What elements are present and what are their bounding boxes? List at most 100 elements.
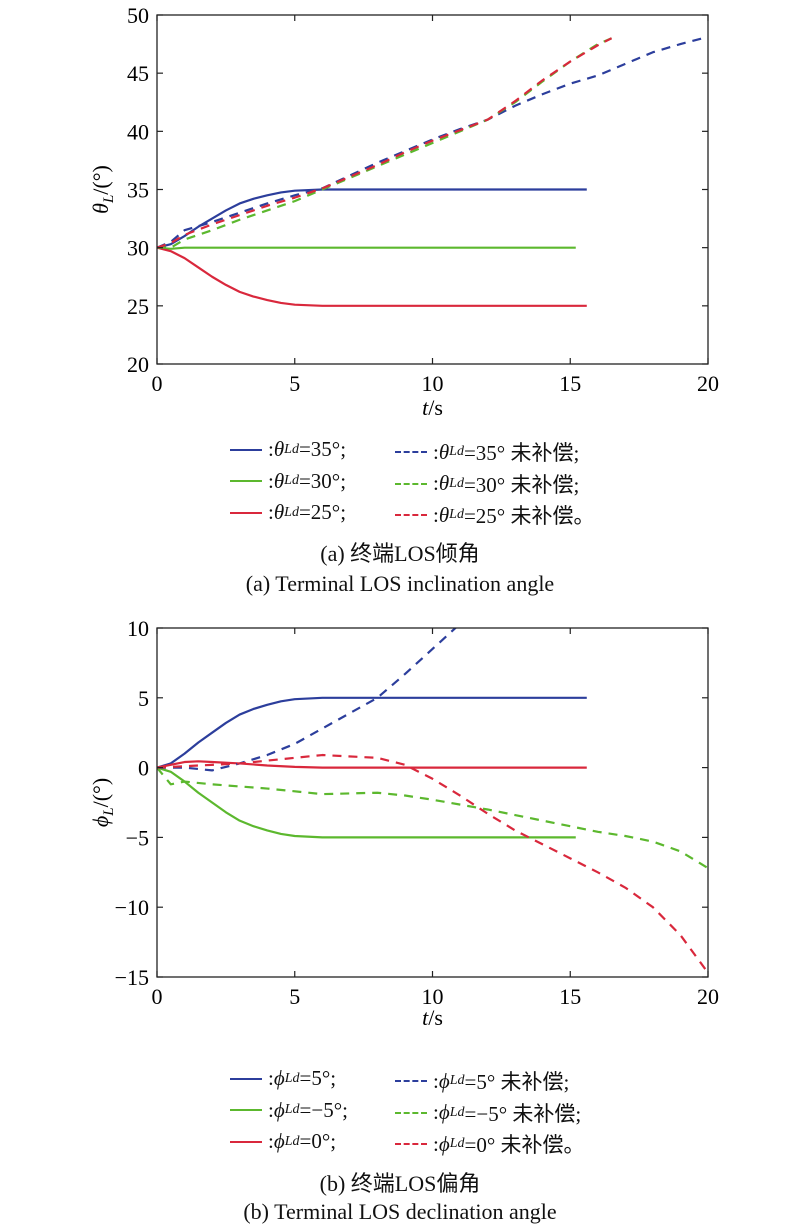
legend-sub: Ld [284,1070,300,1086]
legend-sub: Ld [449,444,464,459]
series-line-0 [157,188,587,249]
legend-sub: Ld [449,1104,465,1120]
y-tick-label: 5 [138,686,149,711]
x-axis-label: t/s [422,1005,443,1030]
y-tick-label: −10 [115,895,149,920]
y-label-unit: /(°) [88,778,113,808]
caption-en-a: (a) Terminal LOS inclination angle [245,571,555,596]
legend-entry: : ϕ Ld =0°; [230,1129,336,1154]
legend-line-swatch [230,448,262,451]
legend-symbol: θ [273,468,285,493]
legend-sub: Ld [284,1133,300,1149]
y-tick-label: 50 [127,3,149,28]
legend-prefix: : [268,437,274,461]
legend-symbol: ϕ [438,1068,450,1093]
y-tick-label: −15 [115,965,149,990]
legend-entry: : ϕ Ld =0° 未补偿。 [395,1129,585,1159]
legend-symbol: θ [438,439,450,464]
y-axis-label: ϕL/(°) [88,778,117,827]
y-tick-label: 25 [127,294,149,319]
legend-value: =35° 未补偿; [463,441,580,465]
legend-value: =5° 未补偿; [464,1070,570,1094]
legend-line-swatch [395,1080,427,1082]
y-label-symbol: ϕ [88,816,113,827]
x-tick-label: 20 [697,984,719,1009]
legend-symbol: θ [438,471,450,495]
legend-sub: Ld [284,504,299,520]
legend-prefix: : [433,1068,439,1093]
legend-prefix: : [433,1100,439,1124]
legend-entry: : θ Ld =25°; [230,500,346,525]
caption-en-b: (b) Terminal LOS declination angle [243,1199,557,1224]
legend-entry: : θ Ld =30°; [230,469,346,494]
legend-line-swatch [230,1077,262,1080]
legend-line-swatch [395,514,427,516]
x-tick-label: 15 [559,371,581,396]
legend-symbol: θ [273,437,285,461]
legend-entry: : θ Ld =35° 未补偿; [395,437,579,467]
legend-sub: Ld [284,1102,300,1117]
legend-value: =5°; [299,1066,337,1090]
legend-value: =25°; [298,500,347,524]
legend-symbol: θ [438,502,450,527]
series-line-4 [157,37,613,249]
x-tick-label: 10 [422,984,444,1009]
legend-entry: : ϕ Ld =5°; [230,1066,336,1091]
x-tick-label: 10 [422,371,444,396]
legend-symbol: ϕ [438,1131,450,1156]
legend-prefix: : [433,471,439,495]
chart-0: 0 5 10 15 20 20 25 30 35 40 45 50 t/s θL/(°) [88,3,719,420]
legend-line-swatch [230,511,262,514]
series-line-0 [157,696,587,769]
legend-symbol: ϕ [273,1066,285,1090]
legend-line-swatch [395,482,427,485]
legend-line-swatch [395,451,427,453]
x-tick-label: 5 [289,984,300,1009]
caption-cn-a: (a) 终端LOS倾角 [320,541,480,566]
y-tick-label: 0 [138,756,149,781]
x-label-var: t [422,1005,429,1030]
series-line-3 [157,628,458,772]
x-tick-label: 0 [152,371,163,396]
x-tick-label: 5 [289,371,300,396]
legend-value: =30°; [298,468,347,493]
legend-sub: Ld [284,473,299,488]
legend-symbol: ϕ [438,1100,450,1124]
legend-line-swatch [230,480,262,482]
legend-prefix: : [433,439,439,464]
x-label-var: t [422,395,429,420]
legend-value: =0°; [299,1129,337,1153]
series-line-2 [157,760,587,769]
y-label-sub: L [101,195,117,204]
legend-entry: : θ Ld =25° 未补偿。 [395,500,594,530]
x-label-unit: /s [428,395,443,420]
legend-value: =25° 未补偿。 [463,504,595,528]
legend-symbol: ϕ [273,1097,285,1122]
y-label-sub: L [101,807,117,816]
legend-sub: Ld [449,1136,465,1151]
x-axis-label: t/s [422,395,443,420]
x-tick-label: 0 [152,984,163,1009]
legend-prefix: : [433,1131,439,1156]
legend-symbol: ϕ [273,1129,285,1153]
y-tick-label: 35 [127,178,149,203]
legend-prefix: : [268,1129,274,1153]
caption-cn-b: (b) 终端LOS偏角 [319,1171,481,1196]
legend-sub: Ld [449,507,464,522]
legend-line-swatch [395,1111,427,1114]
y-label-unit: /(°) [88,165,113,195]
y-tick-label: 30 [127,236,149,261]
y-label-symbol: θ [88,203,113,214]
y-axis-label: θL/(°) [88,165,117,214]
legend-sub: Ld [449,475,464,491]
legend-prefix: : [268,1066,274,1090]
series-line-4 [157,766,708,870]
legend-entry: : ϕ Ld =−5°; [230,1098,348,1123]
legend-line-swatch [230,1140,262,1143]
legend-entry: : ϕ Ld =−5° 未补偿; [395,1098,581,1128]
series-line-1 [157,246,576,250]
y-tick-label: 45 [127,61,149,86]
legend-prefix: : [268,500,274,524]
